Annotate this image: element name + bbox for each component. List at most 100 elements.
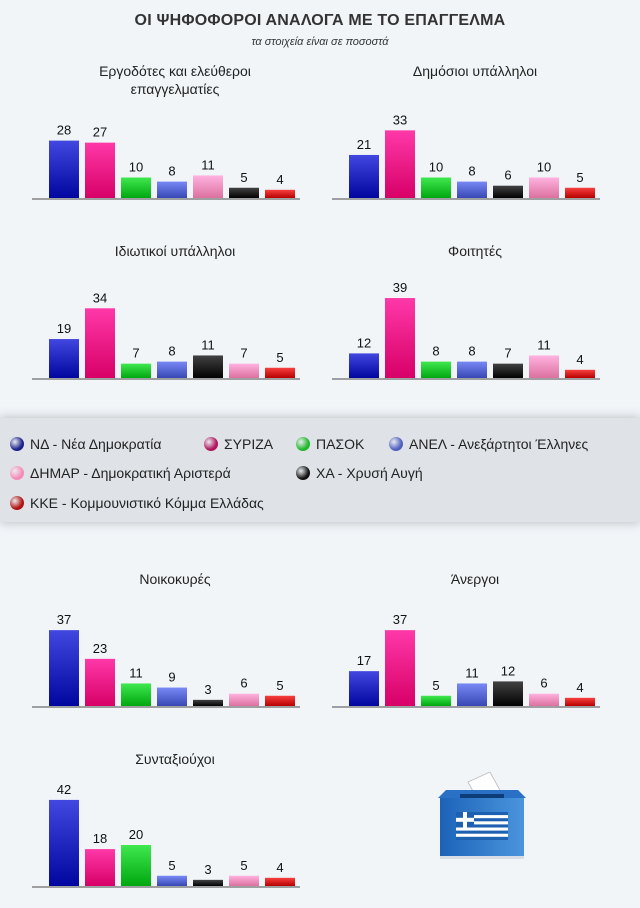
legend-item-anel: ΑΝΕΛ - Ανεξάρτητοι Έλληνες — [389, 436, 588, 452]
legend-label: ΠΑΣΟΚ — [316, 436, 365, 452]
bar-value-label: 34 — [93, 290, 107, 305]
bar-value-label: 8 — [468, 164, 475, 179]
chart-pensioners: Συνταξιούχοι 42 18 20 5 3 5 4 — [30, 750, 320, 900]
bar-value-label: 4 — [576, 352, 583, 367]
legend-label: ΑΝΕΛ - Ανεξάρτητοι Έλληνες — [409, 436, 589, 452]
chart-employers: Εργοδότες και ελεύθεροι επαγγελματίες 28 27… — [30, 62, 320, 212]
bar-ΚΚΕ — [265, 695, 295, 706]
chart-students: Φοιτητές 12 39 8 8 7 11 4 — [330, 242, 620, 392]
bar-ΚΚΕ — [265, 877, 295, 886]
bar-chart-svg: 28 27 10 8 11 5 4 — [32, 123, 300, 200]
bar-ΠΑΣΟΚ — [121, 363, 151, 378]
bar-ΝΔ — [49, 339, 79, 378]
bar-ΚΚΕ — [565, 187, 595, 198]
legend-label: ΔΗΜΑΡ - Δημοκρατική Αριστερά — [30, 465, 231, 481]
bar-ΠΑΣΟΚ — [121, 845, 151, 886]
legend-item-pasok: ΠΑΣΟΚ — [296, 436, 364, 452]
chart-title-line: επαγγελματίες — [130, 81, 220, 97]
chart-title: Συνταξιούχοι — [30, 750, 320, 768]
bar-value-label: 5 — [576, 170, 583, 185]
bar-value-label: 6 — [540, 676, 547, 691]
bar-value-label: 5 — [240, 858, 247, 873]
chart-unemployed: Άνεργοι 17 37 5 11 12 6 4 — [330, 570, 620, 720]
bar-ΣΥΡΙΖΑ — [85, 142, 115, 198]
bar-value-label: 5 — [276, 678, 283, 693]
page-subtitle: τα στοιχεία είναι σε ποσοστά — [251, 36, 389, 48]
bar-chart-svg: 37 23 11 9 3 6 5 — [32, 612, 300, 708]
bar-value-label: 9 — [168, 670, 175, 685]
bar-value-label: 8 — [168, 164, 175, 179]
bar-ΧΑ — [193, 879, 223, 886]
chart-title: Άνεργοι — [330, 570, 620, 588]
bar-ΝΔ — [349, 671, 379, 706]
greek-flag-icon — [456, 812, 508, 840]
bar-value-label: 19 — [57, 321, 71, 336]
bar-value-label: 7 — [132, 346, 139, 361]
legend-dot-icon — [10, 437, 24, 451]
ballot-box-icon — [438, 771, 526, 859]
bar-value-label: 11 — [129, 665, 143, 680]
legend-item-xa: ΧΑ - Χρυσή Αυγή — [296, 465, 423, 481]
bar-ΠΑΣΟΚ — [421, 361, 451, 378]
bar-ΔΗΜΑΡ — [529, 355, 559, 378]
bar-value-label: 7 — [240, 346, 247, 361]
bar-value-label: 11 — [201, 157, 215, 172]
bar-value-label: 11 — [537, 337, 551, 352]
bar-ΔΗΜΑΡ — [229, 875, 259, 886]
chart-private-employees: Ιδιωτικοί υπάλληλοι 19 34 7 8 11 7 5 — [30, 242, 320, 392]
chart-title-line: Ιδιωτικοί υπάλληλοι — [114, 243, 236, 259]
bar-ΚΚΕ — [565, 369, 595, 378]
bar-value-label: 11 — [201, 337, 215, 352]
legend-item-syriza: ΣΥΡΙΖΑ — [204, 436, 273, 452]
bar-ΝΔ — [349, 154, 379, 198]
chart-housewives: Νοικοκυρές 37 23 11 9 3 6 5 — [30, 570, 320, 720]
bar-value-label: 8 — [432, 344, 439, 359]
legend-label: ΣΥΡΙΖΑ — [224, 436, 274, 452]
bar-ΚΚΕ — [265, 367, 295, 378]
bar-value-label: 37 — [393, 612, 407, 627]
legend-dot-icon — [296, 437, 310, 451]
bar-value-label: 5 — [240, 170, 247, 185]
legend: ΝΔ - Νέα Δημοκρατία ΣΥΡΙΖΑ ΠΑΣΟΚ ΑΝΕΛ - … — [0, 418, 640, 522]
bar-value-label: 23 — [93, 641, 107, 656]
legend-item-kke: ΚΚΕ - Κομμουνιστικό Κόμμα Ελλάδας — [10, 495, 264, 511]
bar-ΝΔ — [49, 799, 79, 886]
legend-label: ΧΑ - Χρυσή Αυγή — [316, 465, 423, 481]
bar-value-label: 10 — [429, 160, 443, 175]
chart-title: Νοικοκυρές — [30, 570, 320, 588]
bar-ΧΑ — [193, 355, 223, 378]
bar-ΣΥΡΙΖΑ — [385, 130, 415, 198]
bar-chart-svg: 21 33 10 8 6 10 5 — [332, 112, 600, 200]
bar-value-label: 10 — [537, 160, 551, 175]
bar-value-label: 3 — [204, 682, 211, 697]
page-title: ΟΙ ΨΗΦΟΦΟΡΟΙ ΑΝΑΛΟΓΑ ΜΕ ΤΟ ΕΠΑΓΓΕΛΜΑ — [134, 12, 506, 29]
chart-public-servants: Δημόσιοι υπάλληλοι 21 33 10 8 6 10 5 — [330, 62, 620, 212]
bar-ΧΑ — [493, 185, 523, 198]
bar-ΧΑ — [493, 363, 523, 378]
bar-chart-svg: 42 18 20 5 3 5 4 — [32, 782, 300, 888]
legend-label: ΝΔ - Νέα Δημοκρατία — [30, 436, 162, 452]
chart-title: Εργοδότες και ελεύθεροι επαγγελματίες — [30, 62, 320, 98]
bar-ΔΗΜΑΡ — [529, 693, 559, 706]
bar-chart-svg: 17 37 5 11 12 6 4 — [332, 612, 600, 708]
bar-value-label: 20 — [129, 827, 143, 842]
bar-value-label: 6 — [240, 676, 247, 691]
legend-label: ΚΚΕ - Κομμουνιστικό Κόμμα Ελλάδας — [30, 495, 264, 511]
bar-value-label: 37 — [57, 612, 71, 627]
bar-value-label: 42 — [57, 782, 71, 797]
bar-ΑΝΕΛ — [157, 361, 187, 378]
bar-ΔΗΜΑΡ — [229, 363, 259, 378]
bar-ΑΝΕΛ — [157, 687, 187, 706]
legend-item-dimar: ΔΗΜΑΡ - Δημοκρατική Αριστερά — [10, 465, 231, 481]
bar-ΣΥΡΙΖΑ — [85, 658, 115, 706]
bar-value-label: 4 — [276, 172, 283, 187]
bar-value-label: 8 — [468, 344, 475, 359]
legend-dot-icon — [204, 437, 218, 451]
chart-title: Φοιτητές — [330, 242, 620, 260]
bar-value-label: 10 — [129, 160, 143, 175]
bar-ΧΑ — [193, 699, 223, 706]
bar-value-label: 39 — [393, 280, 407, 295]
bar-value-label: 7 — [504, 346, 511, 361]
bar-ΑΝΕΛ — [157, 875, 187, 886]
bar-value-label: 28 — [57, 123, 71, 138]
